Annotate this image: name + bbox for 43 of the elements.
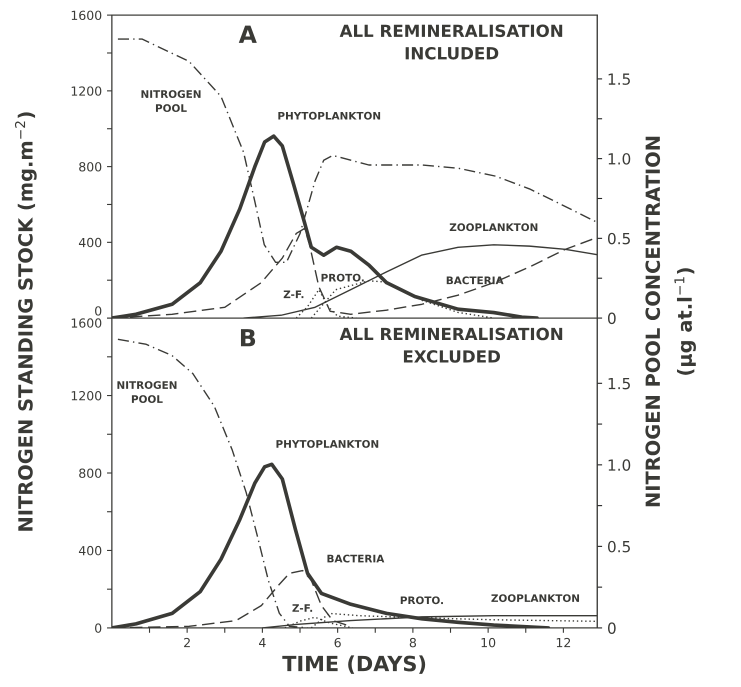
- series-label: ZOOPLANKTON: [450, 223, 538, 232]
- y-tick-label: 0: [95, 623, 102, 633]
- y2-tick-label: 0.5: [608, 540, 630, 552]
- x-tick-label: 4: [259, 638, 266, 648]
- y-tick-label: 800: [79, 162, 102, 172]
- text: ALL REMINERALISATION INCLUDED: [340, 24, 562, 60]
- text: ALL REMINERALISATION EXCLUDED: [340, 328, 562, 363]
- series-label: Z-F.: [292, 604, 312, 612]
- x-tick-label: 10: [482, 638, 496, 648]
- y-tick-label: 800: [79, 468, 102, 478]
- y2-tick-label: 0: [608, 622, 616, 634]
- y-tick-label: 1200: [72, 391, 102, 400]
- chart-title: B: [240, 329, 256, 346]
- y-tick-label: 0: [95, 306, 102, 316]
- y-tick-label: 1200: [72, 86, 102, 96]
- y2-tick-label: 1.0: [608, 153, 630, 165]
- text: BACTERIA: [327, 554, 384, 563]
- x-tick-label: 8: [410, 638, 416, 648]
- chart-title: A: [238, 26, 257, 43]
- x-tick-label: 2: [184, 638, 190, 648]
- x-tick-label: 6: [334, 638, 341, 648]
- series-label: BACTERIA: [446, 276, 504, 284]
- series-label: PHYTOPLANKTON: [278, 112, 380, 120]
- y-axis-title: NITROGEN STANDING STOCK (mg.m$^{−2}$): [14, 112, 37, 531]
- y-tick-label: 400: [78, 546, 102, 556]
- y-tick-label: 1600: [72, 10, 102, 20]
- series-label: NITROGEN POOL: [117, 381, 176, 404]
- y2-tick-label: 1.5: [608, 74, 630, 85]
- series-label: PHYTOPLANKTON: [276, 440, 378, 448]
- series-label: PROTO.: [322, 274, 364, 282]
- y2-tick-label: 1.5: [608, 378, 630, 390]
- y-tick-label: 400: [78, 238, 102, 248]
- y2-tick-label: 0: [608, 312, 616, 324]
- y2-tick-label: 0.5: [608, 232, 630, 244]
- y-tick-label: 1600: [72, 318, 102, 328]
- y2-axis-title: NITROGEN POOL CONCENTRATION (µg at.l$^{−1}$): [645, 136, 696, 506]
- series-label: NITROGEN POOL: [141, 90, 201, 112]
- x-tick-label: 12: [556, 638, 570, 648]
- series-label: PROTO.: [400, 596, 443, 604]
- y2-tick-label: 1.0: [608, 459, 630, 471]
- series-label: ZOOPLANKTON: [491, 594, 580, 602]
- series-label: Z-F.: [284, 290, 304, 298]
- x-axis-title: TIME (DAYS): [282, 655, 426, 674]
